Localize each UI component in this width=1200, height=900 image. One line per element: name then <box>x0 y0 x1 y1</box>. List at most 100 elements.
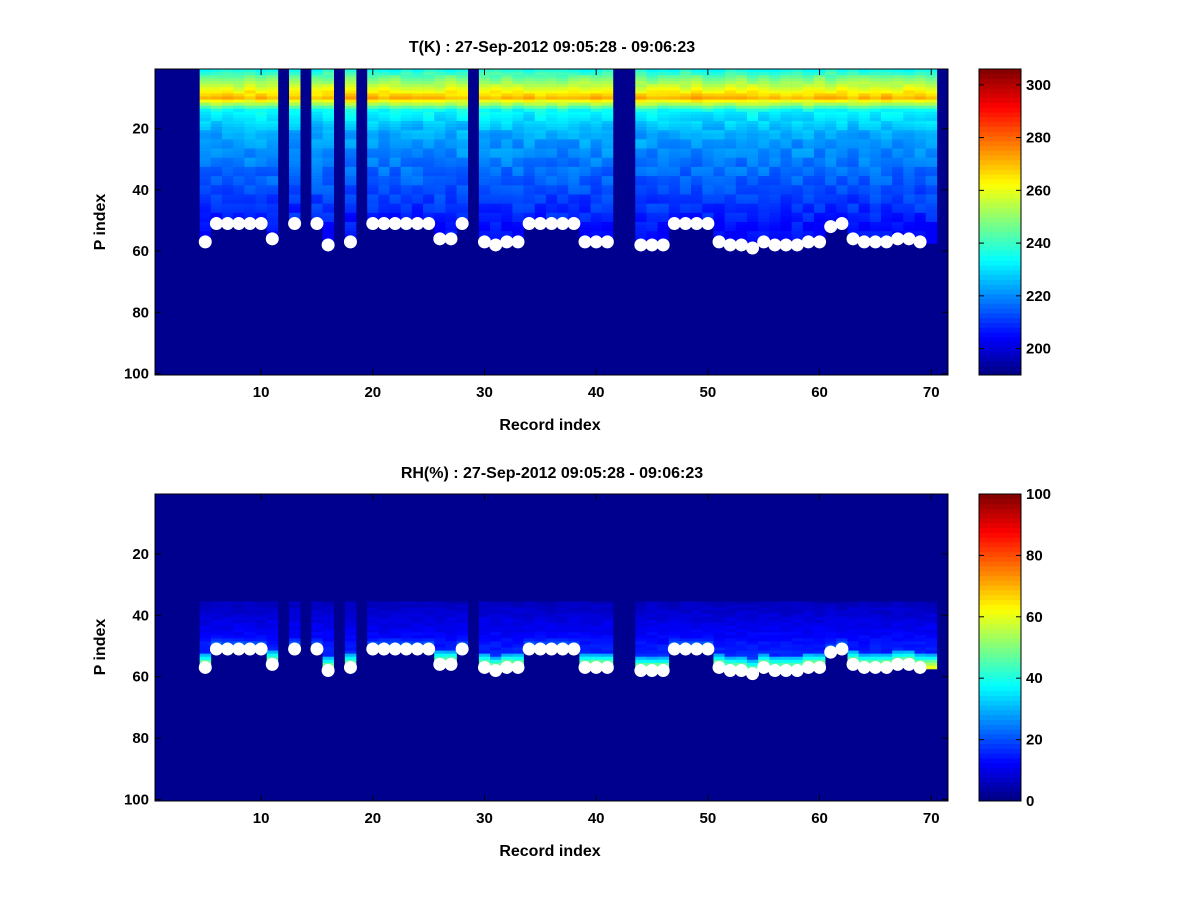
heatmap-cell <box>746 197 759 201</box>
heatmap-cell <box>892 173 904 177</box>
heatmap-cell <box>691 173 703 177</box>
heatmap-cell <box>691 99 703 103</box>
heatmap-cell <box>780 215 792 220</box>
heatmap-cell <box>679 632 692 636</box>
heatmap-cell <box>367 166 379 171</box>
heatmap-cell <box>322 121 335 125</box>
heatmap-cell <box>411 622 424 627</box>
heatmap-cell <box>512 656 524 661</box>
heatmap-cell <box>255 209 267 214</box>
heatmap-cell <box>478 222 491 226</box>
heatmap-cell <box>791 75 804 79</box>
heatmap-cell <box>456 622 469 627</box>
heatmap-cell <box>545 75 558 79</box>
heatmap-cell <box>780 225 792 229</box>
heatmap-cell <box>445 133 457 137</box>
heatmap-cell <box>601 87 614 91</box>
heatmap-cell <box>266 629 279 633</box>
heatmap-cell <box>344 87 357 91</box>
heatmap-cell <box>478 90 491 94</box>
heatmap-cell <box>758 194 770 198</box>
heatmap-cell <box>813 121 826 125</box>
heatmap-cell <box>199 96 212 100</box>
heatmap-cell <box>847 160 859 165</box>
heatmap-cell <box>791 197 804 201</box>
heatmap-cell <box>735 117 748 122</box>
heatmap-cell <box>702 133 714 137</box>
heatmap-cell <box>456 90 469 94</box>
heatmap-cell <box>311 619 323 624</box>
heatmap-cell <box>735 151 748 155</box>
heatmap-cell <box>501 176 513 180</box>
heatmap-cell <box>311 136 323 140</box>
heatmap-cell <box>590 84 603 88</box>
heatmap-cell <box>423 96 435 100</box>
heatmap-cell <box>802 179 815 183</box>
heatmap-cell <box>892 105 904 110</box>
heatmap-cell <box>512 78 524 82</box>
heatmap-cell <box>434 209 446 214</box>
heatmap-cell <box>400 179 413 183</box>
heatmap-cell <box>434 169 446 174</box>
surface-marker <box>399 217 413 231</box>
heatmap-cell <box>255 191 267 195</box>
heatmap-cell <box>635 114 647 119</box>
heatmap-cell <box>557 613 569 618</box>
heatmap-cell <box>378 93 390 97</box>
heatmap-cell <box>411 99 424 103</box>
heatmap-cell <box>490 90 502 94</box>
heatmap-cell <box>233 154 245 159</box>
heatmap-cell <box>289 604 301 608</box>
heatmap-cell <box>255 173 267 177</box>
heatmap-cell <box>568 127 580 131</box>
heatmap-cell <box>568 209 580 214</box>
heatmap-cell <box>411 629 424 633</box>
heatmap-cell <box>724 176 737 180</box>
heatmap-cell <box>233 96 245 100</box>
heatmap-cell <box>691 182 703 186</box>
heatmap-cell <box>679 148 692 152</box>
heatmap-cell <box>903 87 915 91</box>
heatmap-cell <box>199 111 212 116</box>
heatmap-cell <box>568 632 580 636</box>
heatmap-cell <box>858 102 871 107</box>
heatmap-cell <box>266 647 279 651</box>
heatmap-cell <box>445 616 457 621</box>
heatmap-cell <box>713 641 725 645</box>
heatmap-cell <box>367 75 379 79</box>
heatmap-cell <box>222 111 234 116</box>
heatmap-cell <box>791 148 804 152</box>
heatmap-cell <box>255 99 267 103</box>
heatmap-cell <box>222 136 234 140</box>
heatmap-cell <box>847 163 859 168</box>
heatmap-cell <box>847 638 859 642</box>
heatmap-cell <box>545 209 558 214</box>
heatmap-cell <box>702 151 714 155</box>
colorbar-swatch <box>979 121 1021 127</box>
heatmap-cell <box>791 176 804 180</box>
heatmap-cell <box>244 84 256 88</box>
heatmap-cell <box>590 75 603 79</box>
heatmap-cell <box>289 176 301 180</box>
heatmap-cell <box>746 635 759 639</box>
surface-marker <box>690 642 704 656</box>
heatmap-cell <box>389 632 402 636</box>
heatmap-cell <box>445 87 457 91</box>
heatmap-cell <box>512 72 524 76</box>
heatmap-cell <box>758 632 770 636</box>
heatmap-cell <box>255 139 267 143</box>
heatmap-cell <box>501 121 513 125</box>
surface-marker <box>868 235 882 249</box>
heatmap-cell <box>679 185 692 189</box>
heatmap-cell <box>311 601 323 605</box>
heatmap-cell <box>668 191 681 195</box>
surface-marker <box>556 642 570 656</box>
heatmap-cell <box>199 647 212 651</box>
heatmap-cell <box>579 133 591 137</box>
heatmap-cell <box>869 215 882 220</box>
heatmap-cell <box>389 197 402 201</box>
heatmap-cell <box>210 622 223 627</box>
heatmap-cell <box>311 145 323 149</box>
heatmap-cell <box>411 610 424 615</box>
heatmap-cell <box>289 99 301 103</box>
